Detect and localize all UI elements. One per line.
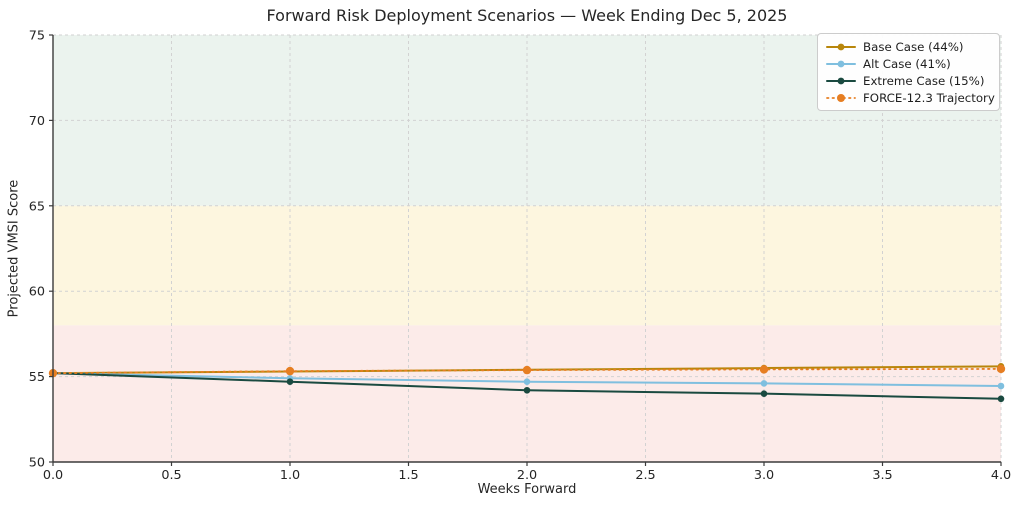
y-tick-label: 65 <box>29 199 45 214</box>
marker-alt-case <box>523 378 531 386</box>
legend-label-force-12-3: FORCE-12.3 Trajectory <box>863 91 995 105</box>
x-tick-label: 2.5 <box>635 468 655 483</box>
x-tick-label: 3.5 <box>872 468 892 483</box>
y-tick-label: 75 <box>29 29 45 44</box>
y-axis-label: Projected VMSI Score <box>6 179 22 318</box>
legend-swatch-alt-case <box>826 60 856 68</box>
x-tick-label: 1.5 <box>398 468 418 483</box>
marker-force-12-3 <box>285 366 295 376</box>
legend-swatch-extreme-case <box>826 77 856 85</box>
y-tick-label: 55 <box>29 370 45 385</box>
y-tick-label: 50 <box>29 456 45 471</box>
band-risk-zone <box>53 325 1001 462</box>
y-tick-label: 60 <box>29 285 45 300</box>
x-tick-label: 4.0 <box>991 468 1011 483</box>
chart-title: Forward Risk Deployment Scenarios — Week… <box>266 6 788 25</box>
marker-extreme-case <box>997 395 1005 403</box>
legend-item-base-case: Base Case (44%) <box>826 40 991 54</box>
marker-alt-case <box>997 382 1005 390</box>
legend-item-alt-case: Alt Case (41%) <box>826 57 991 71</box>
x-tick-label: 0.0 <box>43 468 63 483</box>
legend-item-extreme-case: Extreme Case (15%) <box>826 74 991 88</box>
marker-force-12-3 <box>759 365 769 374</box>
marker-extreme-case <box>523 386 531 394</box>
legend-label-extreme-case: Extreme Case (15%) <box>863 74 985 88</box>
marker-extreme-case <box>286 378 294 386</box>
x-tick-label: 2.0 <box>517 468 537 483</box>
legend-swatch-force-12-3 <box>826 94 856 102</box>
legend: Base Case (44%) Alt Case (41%) Extreme Cas… <box>817 33 1000 111</box>
x-tick-label: 1.0 <box>280 468 300 483</box>
legend-swatch-base-case <box>826 43 856 51</box>
marker-alt-case <box>760 380 768 387</box>
x-axis-label: Weeks Forward <box>477 482 577 497</box>
legend-label-base-case: Base Case (44%) <box>863 40 964 54</box>
x-tick-label: 0.5 <box>161 468 181 483</box>
marker-force-12-3 <box>996 364 1006 374</box>
x-tick-label: 3.0 <box>754 468 774 483</box>
marker-force-12-3 <box>522 365 532 375</box>
y-tick-label: 70 <box>29 114 45 129</box>
marker-extreme-case <box>760 390 768 397</box>
legend-item-force-12-3: FORCE-12.3 Trajectory <box>826 91 995 105</box>
legend-label-alt-case: Alt Case (41%) <box>863 57 951 71</box>
